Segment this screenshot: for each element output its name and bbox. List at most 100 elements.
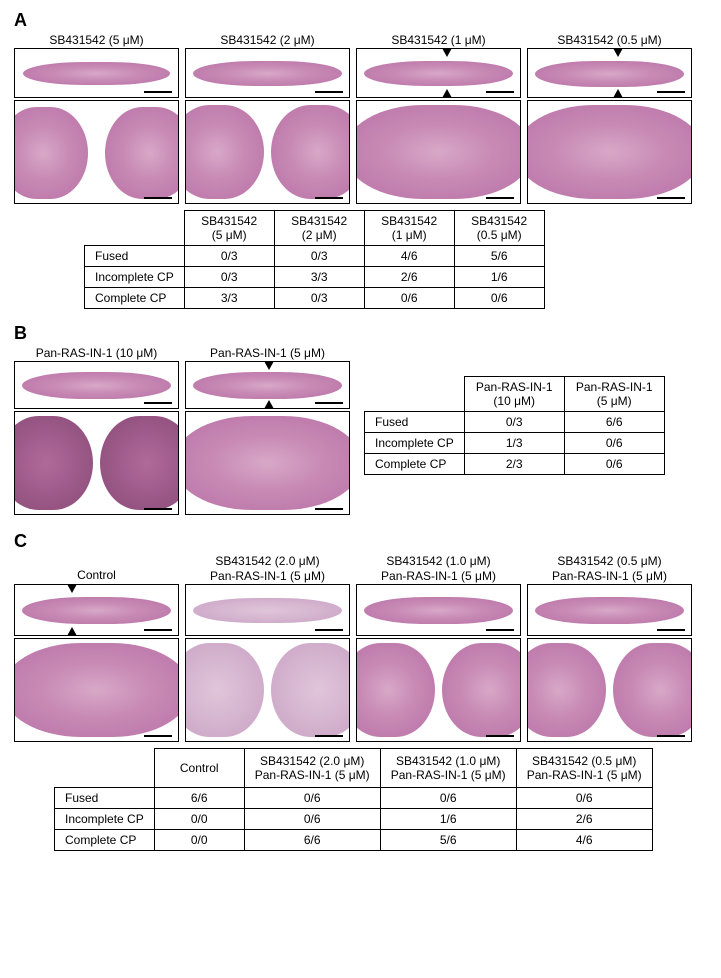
cell: 0/0 <box>154 830 244 851</box>
panel-c: C Control SB431542 (2.0 μM) Pan-RAS-IN-1… <box>14 531 707 851</box>
th-a-1: SB431542 (2 μM) <box>274 211 364 246</box>
panel-a: A SB431542 (5 μM) SB431542 (2 μM) SB4315… <box>14 10 707 309</box>
panel-b-labels: Pan-RAS-IN-1 (10 μM) Pan-RAS-IN-1 (5 μM) <box>14 346 350 361</box>
table-row: Pan-RAS-IN-1 (10 μM) Pan-RAS-IN-1 (5 μM) <box>365 377 665 412</box>
panel-b-table: Pan-RAS-IN-1 (10 μM) Pan-RAS-IN-1 (5 μM)… <box>364 376 665 475</box>
cell: 1/6 <box>454 267 544 288</box>
rowhead: Incomplete CP <box>85 267 185 288</box>
th-c-0: Control <box>154 749 244 788</box>
panel-a-mag-row <box>14 100 707 204</box>
table-row: SB431542 (5 μM) SB431542 (2 μM) SB431542… <box>85 211 545 246</box>
cell: 1/6 <box>380 809 516 830</box>
label-c-1: SB431542 (2.0 μM) Pan-RAS-IN-1 (5 μM) <box>185 554 350 584</box>
arrowhead-icon <box>442 89 452 98</box>
rowhead: Complete CP <box>55 830 155 851</box>
rowhead: Incomplete CP <box>55 809 155 830</box>
table-row: Fused 6/6 0/6 0/6 0/6 <box>55 788 653 809</box>
micrograph-a-mag-2 <box>356 100 521 204</box>
cell: 0/3 <box>464 412 564 433</box>
panel-c-labels: Control SB431542 (2.0 μM) Pan-RAS-IN-1 (… <box>14 554 707 584</box>
cell: 3/3 <box>184 288 274 309</box>
cell: 3/3 <box>274 267 364 288</box>
panel-c-top-row <box>14 584 707 636</box>
panel-a-labels: SB431542 (5 μM) SB431542 (2 μM) SB431542… <box>14 33 707 48</box>
th-c-2: SB431542 (1.0 μM) Pan-RAS-IN-1 (5 μM) <box>380 749 516 788</box>
panel-c-table: Control SB431542 (2.0 μM) Pan-RAS-IN-1 (… <box>54 748 653 851</box>
cell: 0/6 <box>364 288 454 309</box>
micrograph-c-mag-2 <box>356 638 521 742</box>
rowhead: Fused <box>55 788 155 809</box>
panel-c-mag-row <box>14 638 707 742</box>
cell: 4/6 <box>516 830 652 851</box>
cell: 0/6 <box>516 788 652 809</box>
cell: 0/6 <box>564 433 664 454</box>
panel-b: B Pan-RAS-IN-1 (10 μM) Pan-RAS-IN-1 (5 μ… <box>14 323 707 517</box>
arrowhead-icon <box>67 627 77 636</box>
cell: 0/3 <box>274 288 364 309</box>
rowhead: Incomplete CP <box>365 433 465 454</box>
cell: 6/6 <box>154 788 244 809</box>
rowhead: Complete CP <box>365 454 465 475</box>
table-row: Fused 0/3 0/3 4/6 5/6 <box>85 246 545 267</box>
micrograph-a-mag-3 <box>527 100 692 204</box>
label-a-2: SB431542 (1 μM) <box>356 33 521 48</box>
micrograph-b-top-0 <box>14 361 179 409</box>
panel-b-letter: B <box>14 323 707 344</box>
th-b-1: Pan-RAS-IN-1 (5 μM) <box>564 377 664 412</box>
arrowhead-icon <box>67 584 77 593</box>
cell: 0/6 <box>454 288 544 309</box>
micrograph-a-top-3 <box>527 48 692 98</box>
th-a-3: SB431542 (0.5 μM) <box>454 211 544 246</box>
table-row: Control SB431542 (2.0 μM) Pan-RAS-IN-1 (… <box>55 749 653 788</box>
table-row: Complete CP 2/3 0/6 <box>365 454 665 475</box>
micrograph-c-top-2 <box>356 584 521 636</box>
cell: 5/6 <box>454 246 544 267</box>
table-row: Complete CP 0/0 6/6 5/6 4/6 <box>55 830 653 851</box>
panel-a-letter: A <box>14 10 707 31</box>
cell: 0/6 <box>244 809 380 830</box>
arrowhead-icon <box>613 89 623 98</box>
micrograph-c-mag-0 <box>14 638 179 742</box>
cell: 0/6 <box>380 788 516 809</box>
arrowhead-icon <box>264 400 274 409</box>
micrograph-c-mag-3 <box>527 638 692 742</box>
rowhead: Fused <box>365 412 465 433</box>
th-a-2: SB431542 (1 μM) <box>364 211 454 246</box>
rowhead: Complete CP <box>85 288 185 309</box>
cell: 0/0 <box>154 809 244 830</box>
th-c-1: SB431542 (2.0 μM) Pan-RAS-IN-1 (5 μM) <box>244 749 380 788</box>
label-c-3: SB431542 (0.5 μM) Pan-RAS-IN-1 (5 μM) <box>527 554 692 584</box>
label-a-0: SB431542 (5 μM) <box>14 33 179 48</box>
panel-a-top-row <box>14 48 707 98</box>
cell: 6/6 <box>244 830 380 851</box>
panel-c-letter: C <box>14 531 707 552</box>
micrograph-b-mag-0 <box>14 411 179 515</box>
table-row: Fused 0/3 6/6 <box>365 412 665 433</box>
table-row: Incomplete CP 0/0 0/6 1/6 2/6 <box>55 809 653 830</box>
micrograph-b-top-1 <box>185 361 350 409</box>
table-row: Incomplete CP 1/3 0/6 <box>365 433 665 454</box>
micrograph-c-mag-1 <box>185 638 350 742</box>
cell: 0/6 <box>244 788 380 809</box>
label-a-3: SB431542 (0.5 μM) <box>527 33 692 48</box>
th-c-3: SB431542 (0.5 μM) Pan-RAS-IN-1 (5 μM) <box>516 749 652 788</box>
micrograph-a-top-2 <box>356 48 521 98</box>
cell: 6/6 <box>564 412 664 433</box>
rowhead: Fused <box>85 246 185 267</box>
table-row: Incomplete CP 0/3 3/3 2/6 1/6 <box>85 267 545 288</box>
th-a-0: SB431542 (5 μM) <box>184 211 274 246</box>
cell: 1/3 <box>464 433 564 454</box>
cell: 4/6 <box>364 246 454 267</box>
cell: 2/6 <box>516 809 652 830</box>
micrograph-b-mag-1 <box>185 411 350 515</box>
micrograph-a-mag-0 <box>14 100 179 204</box>
cell: 2/3 <box>464 454 564 475</box>
arrowhead-icon <box>442 48 452 57</box>
label-b-0: Pan-RAS-IN-1 (10 μM) <box>14 346 179 361</box>
panel-b-top-row <box>14 361 350 409</box>
micrograph-c-top-3 <box>527 584 692 636</box>
micrograph-c-top-1 <box>185 584 350 636</box>
micrograph-a-top-1 <box>185 48 350 98</box>
arrowhead-icon <box>613 48 623 57</box>
label-c-2: SB431542 (1.0 μM) Pan-RAS-IN-1 (5 μM) <box>356 554 521 584</box>
